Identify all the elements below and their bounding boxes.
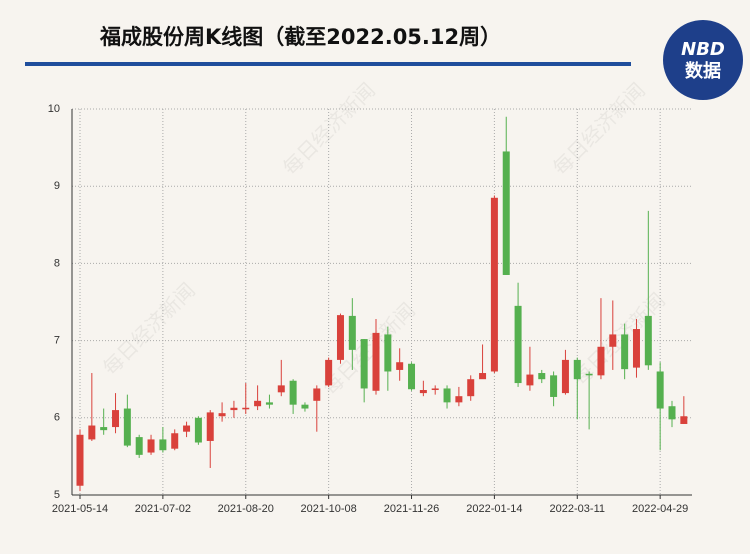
candle-body: [336, 315, 344, 360]
candle-body: [230, 407, 238, 411]
candle-body: [265, 402, 273, 405]
candle-body: [502, 151, 510, 275]
x-tick-label: 2021-08-20: [218, 503, 274, 515]
candle-body: [656, 371, 664, 409]
x-tick-label: 2021-10-08: [300, 503, 356, 515]
candle-body: [325, 359, 333, 386]
y-tick-label: 6: [54, 412, 60, 424]
candle-body: [88, 425, 96, 440]
candle-body: [573, 359, 581, 380]
candle-body: [112, 410, 120, 428]
candle-body: [123, 408, 131, 446]
candle-body: [455, 396, 463, 403]
x-tick-label: 2021-05-14: [52, 503, 108, 515]
candle-body: [277, 385, 285, 393]
candle-body: [680, 416, 688, 424]
candle-body: [632, 329, 640, 368]
candle-body: [597, 346, 605, 376]
candle-body: [585, 373, 593, 376]
candle-body: [408, 363, 416, 390]
candle-body: [561, 359, 569, 394]
candle-body: [100, 427, 108, 431]
candle-body: [206, 412, 214, 441]
y-tick-label: 8: [54, 257, 60, 269]
candle-body: [467, 379, 475, 397]
y-tick-label: 7: [54, 335, 60, 347]
candle-body: [194, 417, 202, 443]
candle-body: [431, 388, 439, 391]
candle-body: [218, 413, 226, 417]
candle-body: [289, 380, 297, 405]
candle-body: [479, 373, 487, 380]
title-rule: [25, 62, 631, 66]
candle-body: [550, 375, 558, 397]
candle-body: [644, 315, 652, 366]
candle-body: [254, 400, 262, 407]
y-tick-label: 5: [54, 489, 60, 501]
logo: [663, 20, 743, 100]
candle-body: [372, 332, 380, 391]
candle-body: [526, 374, 534, 386]
candle-body: [668, 406, 676, 420]
candle-body: [514, 305, 522, 384]
candle-body: [242, 407, 250, 410]
candle-body: [621, 334, 629, 370]
candle-body: [135, 437, 143, 455]
x-tick-label: 2022-03-11: [550, 503, 605, 515]
candle-body: [348, 315, 356, 350]
x-tick-label: 2021-07-02: [135, 503, 191, 515]
candle-body: [490, 197, 498, 372]
candle-body: [171, 433, 179, 449]
candle-body: [360, 339, 368, 389]
y-tick-label: 10: [48, 103, 60, 115]
candle-body: [396, 362, 404, 370]
candle-body: [609, 334, 617, 347]
candle-body: [76, 434, 84, 486]
x-tick-label: 2021-11-26: [384, 503, 439, 515]
candle-body: [159, 439, 167, 451]
candle-body: [183, 425, 191, 432]
candle-body: [443, 388, 451, 403]
logo-top: NBD: [681, 39, 725, 60]
logo-bottom: 数据: [685, 60, 721, 82]
chart-title: 福成股份周K线图（截至2022.05.12周）: [99, 25, 501, 49]
y-tick-label: 9: [54, 180, 60, 192]
x-tick-label: 2022-01-14: [466, 503, 522, 515]
candle-body: [301, 404, 309, 409]
candle-body: [147, 439, 155, 453]
candle-body: [419, 390, 427, 394]
candle-body: [384, 334, 392, 372]
x-tick-label: 2022-04-29: [632, 503, 688, 515]
candle-body: [538, 373, 546, 380]
candle-body: [313, 388, 321, 401]
